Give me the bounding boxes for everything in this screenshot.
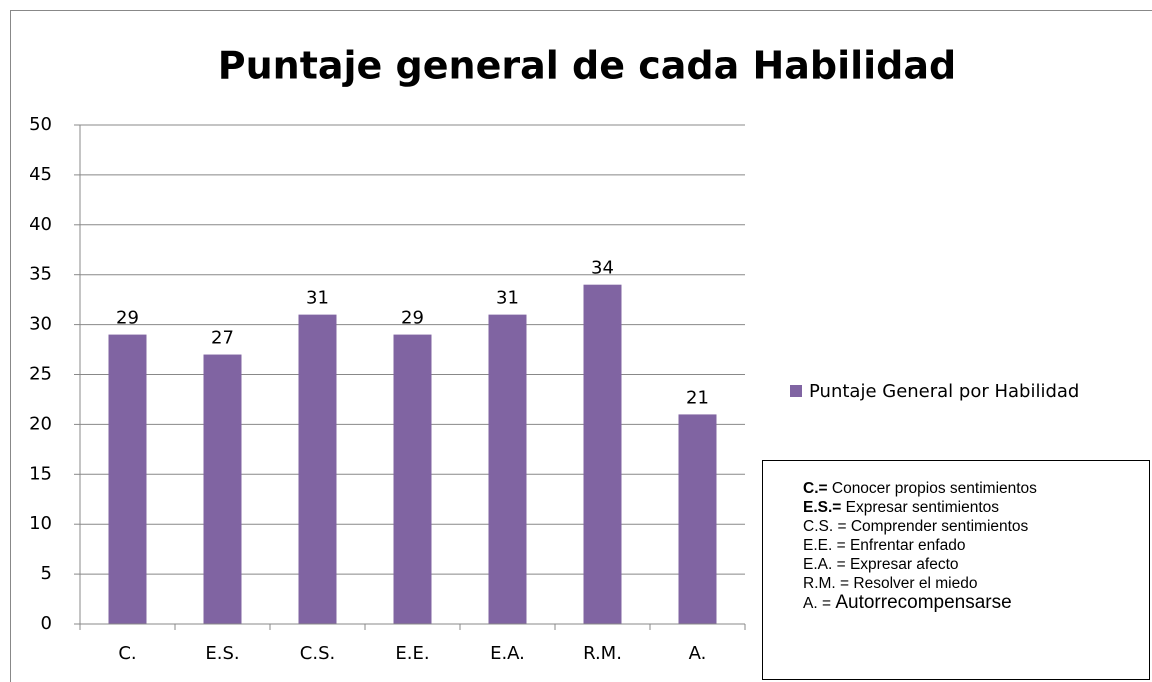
bar — [393, 334, 432, 624]
y-tick-label: 40 — [29, 214, 52, 235]
note-term: E.E. = — [803, 537, 846, 554]
note-term: E.A. = — [803, 556, 846, 573]
note-definition: Comprender sentimientos — [850, 518, 1029, 535]
bar — [298, 314, 337, 624]
note-definition: Expresar sentimientos — [845, 499, 999, 516]
notes-box: C.= Conocer propios sentimientos E.S.= Ex… — [762, 460, 1150, 680]
x-tick-label: R.M. — [583, 643, 622, 664]
note-term: A. = — [803, 595, 832, 612]
y-tick-label: 30 — [29, 314, 52, 335]
bar — [678, 414, 717, 624]
y-tick-label: 45 — [29, 164, 52, 185]
note-definition: Expresar afecto — [849, 556, 959, 573]
chart-title: Puntaje general de cada Habilidad — [218, 44, 956, 88]
y-tick-label: 0 — [41, 613, 52, 634]
data-label: 31 — [306, 288, 329, 309]
note: E.E. = Enfrentar enfado — [803, 536, 1139, 555]
y-tick-label: 15 — [29, 463, 52, 484]
x-tick-label: C. — [118, 643, 136, 664]
chart-border — [10, 10, 1152, 682]
data-label: 29 — [116, 308, 139, 329]
bar — [583, 284, 622, 624]
note-term: C.S. = — [803, 518, 847, 535]
x-tick-label: A. — [689, 643, 707, 664]
y-tick-label: 35 — [29, 264, 52, 285]
legend-swatch — [790, 385, 802, 397]
note: C.= Conocer propios sentimientos — [803, 479, 1139, 498]
y-tick-label: 20 — [29, 413, 52, 434]
note: E.A. = Expresar afecto — [803, 555, 1139, 574]
y-tick-label: 10 — [29, 513, 52, 534]
y-tick-label: 25 — [29, 364, 52, 385]
note: C.S. = Comprender sentimientos — [803, 517, 1139, 536]
note-definition: Conocer propios sentimientos — [831, 480, 1037, 497]
note-definition: Resolver el miedo — [853, 575, 978, 592]
bar — [203, 354, 242, 624]
x-tick-label: C.S. — [300, 643, 335, 664]
bar — [488, 314, 527, 624]
note: R.M. = Resolver el miedo — [803, 574, 1139, 593]
bar — [108, 334, 147, 624]
data-label: 27 — [211, 328, 234, 349]
data-label: 31 — [496, 288, 519, 309]
x-tick-label: E.A. — [490, 643, 525, 664]
data-label: 34 — [591, 258, 614, 279]
legend-label: Puntaje General por Habilidad — [809, 381, 1079, 402]
note-term: C.= — [803, 480, 828, 497]
note-term: R.M. = — [803, 575, 850, 592]
y-tick-label: 5 — [41, 563, 52, 584]
note-definition: Enfrentar enfado — [849, 537, 966, 554]
data-label: 29 — [401, 308, 424, 329]
note-term: E.S.= — [803, 499, 842, 516]
data-label: 21 — [686, 387, 709, 408]
x-tick-label: E.S. — [205, 643, 239, 664]
note: E.S.= Expresar sentimientos — [803, 498, 1139, 517]
y-tick-label: 50 — [29, 114, 52, 135]
note: A. = Autorrecompensarse — [803, 593, 1139, 613]
x-tick-label: E.E. — [395, 643, 429, 664]
note-definition: Autorrecompensarse — [835, 592, 1012, 613]
